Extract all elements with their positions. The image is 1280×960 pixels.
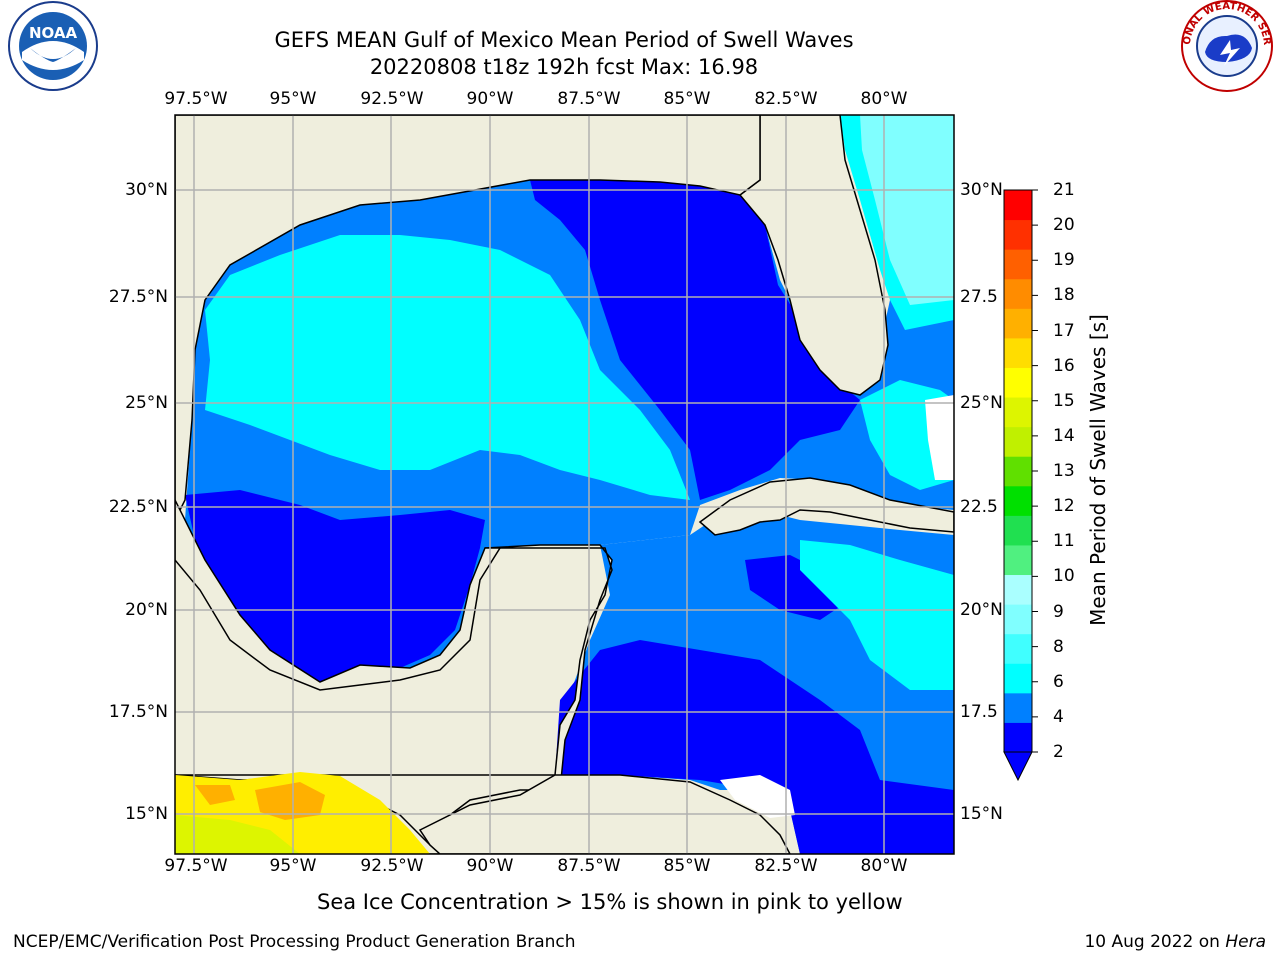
sea-ice-note: Sea Ice Concentration > 15% is shown in … xyxy=(317,890,903,914)
colorbar-tick-label: 13 xyxy=(1053,461,1075,481)
colorbar-swatch xyxy=(1004,278,1032,309)
colorbar-swatch xyxy=(1004,456,1032,487)
colorbar-swatch xyxy=(1004,574,1032,605)
lon-label-top: 82.5°W xyxy=(754,89,818,109)
colorbar-swatch xyxy=(1004,692,1032,723)
colorbar-title: Mean Period of Swell Waves [s] xyxy=(1086,314,1110,626)
lon-label-top: 97.5°W xyxy=(164,89,228,109)
colorbar-swatch xyxy=(1004,515,1032,546)
colorbar-tick-label: 19 xyxy=(1053,250,1075,271)
map-frame xyxy=(174,114,955,855)
us-gulf-coast-land xyxy=(175,115,761,521)
chart-subtitle: 20220808 t18z 192h fcst Max: 16.98 xyxy=(369,55,759,79)
colorbar-tick-label: 12 xyxy=(1053,496,1075,517)
lat-label-left: 15°N xyxy=(125,804,168,824)
swell-cyan-caribbean xyxy=(800,540,954,690)
pacific-lime-patch xyxy=(175,815,300,854)
lat-label-left: 25°N xyxy=(125,393,168,413)
colorbar-tick-label: 16 xyxy=(1053,355,1075,376)
lat-label-left: 17.5°N xyxy=(108,702,168,722)
lat-label-right: 27.5 xyxy=(960,287,998,307)
colorbar-swatch xyxy=(1004,190,1032,221)
lat-label-left: 20°N xyxy=(125,600,168,620)
colorbar-tick-label: 18 xyxy=(1053,285,1075,306)
colorbar-swatch xyxy=(1004,426,1032,457)
lon-label-top: 92.5°W xyxy=(360,89,424,109)
swell-deep-east xyxy=(530,178,860,500)
map-panel xyxy=(175,115,954,854)
mexico-east-coast-land xyxy=(175,499,502,691)
swell-deep-west xyxy=(185,490,485,682)
lon-label-bottom: 82.5°W xyxy=(754,856,818,876)
colorbar-tick-label: 11 xyxy=(1053,531,1075,552)
lon-label-bottom: 85°W xyxy=(663,856,711,876)
colorbar-tick-label: 10 xyxy=(1053,566,1075,587)
lon-label-bottom: 92.5°W xyxy=(360,856,424,876)
lat-label-right: 17.5 xyxy=(960,702,998,722)
colorbar-tick-label: 21 xyxy=(1053,180,1075,200)
lon-label-top: 87.5°W xyxy=(557,89,621,109)
colorbar-swatch xyxy=(1004,722,1032,753)
colorbar-swatch xyxy=(1004,633,1032,664)
lat-label-right: 25°N xyxy=(960,393,1003,413)
colorbar-tick-label: 17 xyxy=(1053,320,1075,341)
lon-label-bottom: 97.5°W xyxy=(164,856,228,876)
lon-label-bottom: 80°W xyxy=(860,856,908,876)
lat-label-left: 22.5°N xyxy=(108,497,168,517)
colorbar-tick-label: 4 xyxy=(1053,706,1064,727)
colorbar-swatch xyxy=(1004,219,1032,250)
colorbar-tick-label: 20 xyxy=(1053,215,1075,236)
lon-label-top: 80°W xyxy=(860,89,908,109)
colorbar-tick-label: 15 xyxy=(1053,390,1075,411)
lat-label-right: 20°N xyxy=(960,600,1003,620)
lon-label-top: 90°W xyxy=(466,89,514,109)
swell-deep-caribbean xyxy=(555,640,954,854)
colorbar-tick-label: 9 xyxy=(1053,601,1064,622)
lon-label-bottom: 95°W xyxy=(269,856,317,876)
colorbar-tick-label: 6 xyxy=(1053,671,1064,692)
lon-label-bottom: 90°W xyxy=(466,856,514,876)
noaa-logo-text: NOAA xyxy=(29,24,78,42)
lon-label-top: 95°W xyxy=(269,89,317,109)
colorbar-swatch xyxy=(1004,337,1032,368)
machine-name: Hera xyxy=(1225,932,1266,952)
swell-cyan-north xyxy=(205,235,690,500)
colorbar-swatch xyxy=(1004,544,1032,576)
colorbar-tick-label: 8 xyxy=(1053,636,1064,657)
lon-label-bottom: 87.5°W xyxy=(557,856,621,876)
colorbar-tick-label: 2 xyxy=(1053,742,1064,762)
no-data-keys xyxy=(925,395,954,480)
colorbar-swatch xyxy=(1004,663,1032,694)
lon-label-top: 85°W xyxy=(663,89,711,109)
graticule xyxy=(175,115,954,854)
colorbar-extend-arrow xyxy=(1003,751,1033,782)
florida-land xyxy=(738,115,889,396)
colorbar-swatch xyxy=(1004,249,1032,280)
chart-title: GEFS MEAN Gulf of Mexico Mean Period of … xyxy=(274,28,854,52)
lat-label-right: 22.5 xyxy=(960,497,998,517)
lat-label-right: 30°N xyxy=(960,180,1003,200)
colorbar-tick-label: 14 xyxy=(1053,425,1075,446)
swell-deep-patch xyxy=(745,555,850,620)
colorbar xyxy=(1003,189,1038,782)
colorbar-swatch xyxy=(1004,367,1032,398)
lat-label-left: 27.5°N xyxy=(108,287,168,307)
colorbar-swatch xyxy=(1004,397,1032,428)
date-prefix: 10 Aug 2022 on xyxy=(1084,932,1226,952)
colorbar-swatch xyxy=(1004,604,1032,635)
colorbar-swatch xyxy=(1004,308,1032,339)
noaa-logo: NOAA xyxy=(8,1,98,91)
colorbar-swatch xyxy=(1004,485,1032,516)
credit-line: NCEP/EMC/Verification Post Processing Pr… xyxy=(13,932,576,952)
lat-label-right: 15°N xyxy=(960,804,1003,824)
date-line: 10 Aug 2022 on Hera xyxy=(1084,932,1266,952)
no-data-honduras xyxy=(720,775,795,818)
lat-label-left: 30°N xyxy=(125,180,168,200)
